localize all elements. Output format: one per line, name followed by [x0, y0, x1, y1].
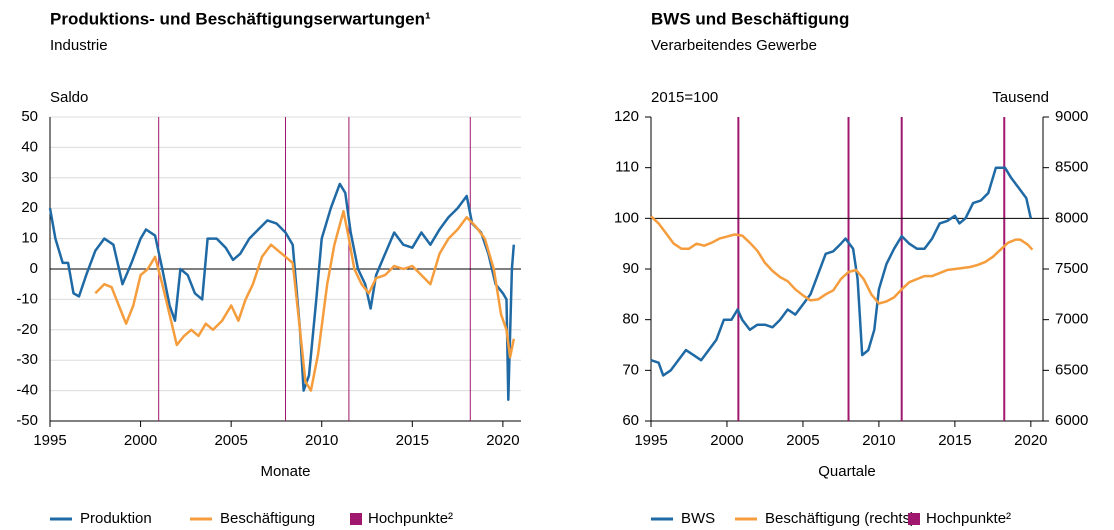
chart-title: Produktions- und Beschäftigungserwartung… [50, 9, 431, 28]
y-tick-label: 50 [21, 108, 38, 125]
chart-subtitle: Industrie [50, 37, 108, 54]
y-axis-label: 2015=100 [651, 89, 718, 106]
series-line [94, 209, 516, 392]
legend-label: Produktion [80, 510, 152, 527]
x-tick-label: 2015 [938, 432, 971, 449]
x-tick-label: 2020 [1014, 432, 1047, 449]
legend-label: Beschäftigung [220, 510, 315, 527]
y-axis-label: Saldo [50, 89, 88, 106]
y-tick-label: 120 [614, 108, 639, 125]
y2-tick-label: 9000 [1055, 108, 1088, 125]
series-line [48, 182, 516, 401]
y-tick-label: 60 [622, 412, 639, 429]
x-tick-label: 1995 [634, 432, 667, 449]
y-tick-label: 20 [21, 199, 38, 216]
y2-tick-label: 8000 [1055, 209, 1088, 226]
legend-label: Beschäftigung (rechts) [765, 510, 915, 527]
x-tick-label: 2015 [396, 432, 429, 449]
x-tick-label: 2010 [862, 432, 895, 449]
y2-tick-label: 7000 [1055, 311, 1088, 328]
x-axis-label: Quartale [818, 463, 876, 480]
legend-swatch [908, 513, 920, 525]
legend-label: BWS [681, 510, 715, 527]
y2-axis-label: Tausend [992, 89, 1049, 106]
y-tick-label: 70 [622, 361, 639, 378]
y-tick-label: 30 [21, 169, 38, 186]
y-tick-label: 80 [622, 311, 639, 328]
y-tick-label: 0 [30, 260, 38, 277]
x-tick-label: 1995 [33, 432, 66, 449]
y-tick-label: 90 [622, 260, 639, 277]
y2-tick-label: 8500 [1055, 159, 1088, 176]
series-line [650, 166, 1033, 377]
y-tick-label: -40 [16, 382, 38, 399]
x-tick-label: 2020 [486, 432, 519, 449]
x-tick-label: 2000 [124, 432, 157, 449]
legend-label: Hochpunkte² [926, 510, 1011, 527]
x-tick-label: 2010 [305, 432, 338, 449]
y-tick-label: 10 [21, 230, 38, 247]
y-tick-label: 110 [615, 159, 639, 176]
y2-tick-label: 6500 [1055, 361, 1088, 378]
y2-tick-label: 6000 [1055, 412, 1088, 429]
y-tick-label: -30 [16, 351, 38, 368]
chart-title: BWS und Beschäftigung [651, 9, 849, 28]
chart-subtitle: Verarbeitendes Gewerbe [651, 37, 817, 54]
x-axis-label: Monate [260, 463, 310, 480]
y-tick-label: 40 [21, 138, 38, 155]
y-tick-label: -50 [16, 412, 38, 429]
x-tick-label: 2005 [786, 432, 819, 449]
series-line [650, 215, 1034, 305]
y-tick-label: -10 [16, 290, 38, 307]
x-tick-label: 2000 [710, 432, 743, 449]
y-tick-label: -20 [16, 321, 38, 338]
x-tick-label: 2005 [214, 432, 247, 449]
y2-tick-label: 7500 [1055, 260, 1088, 277]
legend-label: Hochpunkte² [368, 510, 453, 527]
legend-swatch [350, 513, 362, 525]
y-tick-label: 100 [614, 209, 639, 226]
